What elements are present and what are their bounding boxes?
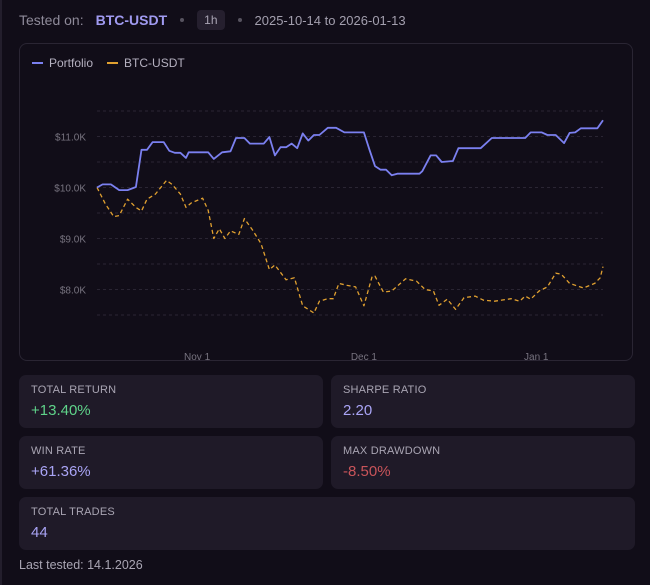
series-line-btc-usdt bbox=[96, 179, 604, 314]
stat-card-win-rate: WIN RATE +61.36% bbox=[19, 436, 323, 489]
x-tick-label: Dec 1 bbox=[351, 352, 378, 362]
stat-card-total-trades: TOTAL TRADES 44 bbox=[19, 497, 635, 550]
stat-card-total-return: TOTAL RETURN +13.40% bbox=[19, 375, 323, 428]
stat-card-max-drawdown: MAX DRAWDOWN -8.50% bbox=[331, 436, 635, 489]
left-border bbox=[0, 0, 2, 585]
stat-label: TOTAL RETURN bbox=[31, 384, 117, 396]
separator-dot bbox=[180, 18, 185, 22]
x-tick-label: Nov 1 bbox=[184, 352, 211, 362]
pair-link[interactable]: BTC-USDT bbox=[95, 12, 168, 28]
equity-chart-panel: $8.0K $9.0K $10.0K $11.0K Nov 1 Dec 1 Jan 1 Po… bbox=[19, 43, 633, 362]
stat-label: SHARPE RATIO bbox=[343, 384, 427, 396]
stat-label: MAX DRAWDOWN bbox=[343, 445, 441, 457]
series-line-portfolio bbox=[96, 119, 604, 191]
timeframe-badge: 1h bbox=[197, 10, 225, 30]
legend-label: Portfolio bbox=[49, 56, 94, 70]
legend-item-btc[interactable]: BTC-USDT bbox=[107, 56, 185, 70]
y-tick-label: $11.0K bbox=[55, 133, 86, 144]
chart-legend: Portfolio BTC-USDT bbox=[32, 56, 199, 70]
stat-value: -8.50% bbox=[343, 463, 391, 480]
date-range: 2025-10-14 to 2026-01-13 bbox=[254, 12, 406, 28]
legend-label: BTC-USDT bbox=[124, 56, 185, 70]
y-tick-label: $9.0K bbox=[60, 235, 86, 246]
stat-label: WIN RATE bbox=[31, 445, 86, 457]
legend-swatch-portfolio bbox=[32, 62, 43, 64]
stat-value: 2.20 bbox=[343, 402, 373, 419]
stat-label: TOTAL TRADES bbox=[31, 506, 115, 518]
legend-item-portfolio[interactable]: Portfolio bbox=[32, 56, 93, 70]
y-tick-label: $10.0K bbox=[54, 184, 86, 195]
stat-value: +61.36% bbox=[31, 463, 91, 480]
stat-value: 44 bbox=[31, 524, 48, 541]
x-tick-label: Jan 1 bbox=[524, 352, 549, 362]
separator-dot bbox=[237, 18, 242, 22]
test-info-header: Tested on: BTC-USDT 1h 2025-10-14 to 202… bbox=[19, 10, 406, 30]
tested-on-label: Tested on: bbox=[19, 12, 84, 28]
last-tested: Last tested: 14.1.2026 bbox=[19, 558, 143, 572]
y-tick-label: $8.0K bbox=[60, 286, 86, 297]
stat-card-sharpe-ratio: SHARPE RATIO 2.20 bbox=[331, 375, 635, 428]
legend-swatch-btc bbox=[107, 62, 119, 64]
stat-value: +13.40% bbox=[31, 402, 91, 419]
equity-chart: $8.0K $9.0K $10.0K $11.0K Nov 1 Dec 1 Jan 1 bbox=[54, 110, 604, 362]
